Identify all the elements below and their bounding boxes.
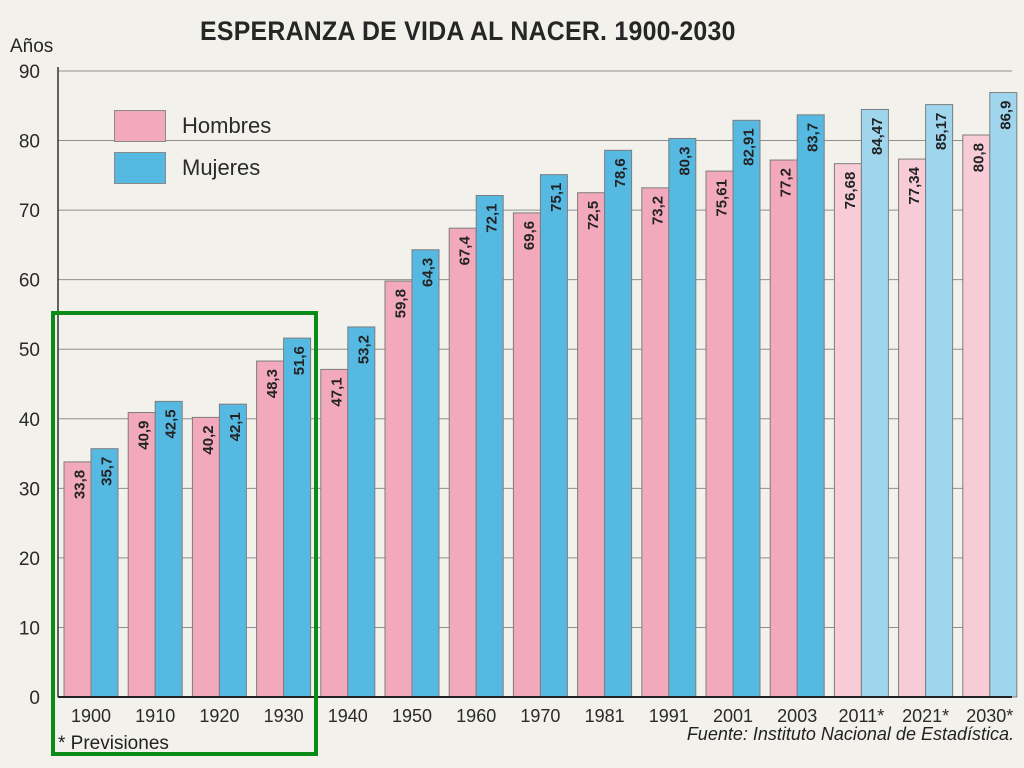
data-label-hombres: 59,8 (393, 289, 410, 318)
bar-hombres (962, 134, 991, 698)
data-label-mujeres: 72,1 (484, 204, 501, 233)
bar-mujeres (154, 400, 183, 698)
bar-hombres (512, 212, 541, 698)
data-label-hombres: 72,5 (585, 201, 602, 230)
data-label-mujeres: 86,9 (997, 101, 1014, 130)
x-tick-label: 1981 (585, 706, 625, 726)
bar-hombres (833, 163, 862, 698)
data-label-hombres: 67,4 (457, 236, 474, 266)
y-tick-label: 10 (19, 618, 40, 639)
data-label-mujeres: 78,6 (612, 158, 629, 187)
bar-hombres (705, 170, 734, 698)
bar-hombres (641, 187, 670, 698)
bar-mujeres (411, 249, 440, 698)
bar-mujeres (475, 195, 504, 698)
data-label-mujeres: 85,17 (933, 113, 950, 151)
legend-label-hombres: Hombres (182, 113, 272, 138)
x-tick-label: 2021* (902, 706, 949, 726)
data-label-hombres: 77,2 (778, 168, 795, 197)
bar-hombres (320, 368, 349, 698)
bar-mujeres (604, 149, 633, 698)
data-label-mujeres: 51,6 (291, 346, 308, 375)
data-label-mujeres: 75,1 (548, 183, 565, 212)
y-tick-label: 0 (29, 688, 40, 709)
bar-mujeres (796, 114, 825, 698)
data-label-hombres: 40,9 (136, 421, 153, 450)
y-tick-label: 30 (19, 479, 40, 500)
x-tick-label: 2030* (966, 706, 1013, 726)
data-label-mujeres: 35,7 (99, 457, 116, 486)
bar-mujeres (539, 174, 568, 698)
y-tick-label: 60 (19, 271, 40, 292)
data-label-hombres: 69,6 (521, 221, 538, 250)
x-tick-label: 1900 (71, 706, 111, 726)
x-tick-label: 2011* (839, 706, 885, 726)
bar-mujeres (732, 119, 761, 698)
data-label-mujeres: 83,7 (805, 123, 822, 152)
bar-hombres (577, 192, 606, 698)
y-tick-label: 20 (19, 549, 40, 570)
bar-hombres (63, 461, 92, 698)
legend-swatch-hombres (114, 110, 166, 142)
y-tick-label: 80 (19, 132, 40, 153)
x-tick-label: 1920 (199, 706, 239, 726)
data-label-mujeres: 64,3 (420, 258, 437, 287)
bar-hombres (127, 412, 156, 698)
bar-hombres (448, 227, 477, 698)
y-tick-label: 90 (19, 62, 40, 83)
bar-mujeres (860, 108, 889, 698)
bar-mujeres (283, 337, 312, 698)
bar-hombres (191, 416, 220, 698)
data-label-hombres: 80,8 (970, 143, 987, 172)
legend-item-hombres: Hombres (114, 108, 271, 144)
bar-mujeres (925, 104, 954, 698)
data-label-hombres: 73,2 (649, 196, 666, 225)
y-tick-label: 70 (19, 201, 40, 222)
data-label-hombres: 47,1 (328, 377, 345, 406)
data-label-hombres: 76,68 (842, 172, 859, 210)
data-label-hombres: 75,61 (714, 179, 731, 217)
y-tick-label: 50 (19, 340, 40, 361)
footnote-previsiones: * Previsiones (58, 733, 169, 754)
legend-item-mujeres: Mujeres (114, 150, 271, 186)
bar-hombres (898, 158, 927, 698)
data-label-hombres: 77,34 (906, 166, 923, 204)
legend-swatch-mujeres (114, 152, 166, 184)
data-label-hombres: 33,8 (72, 470, 89, 499)
data-label-hombres: 48,3 (264, 369, 281, 398)
y-tick-label: 40 (19, 410, 40, 431)
source-note: Fuente: Instituto Nacional de Estadístic… (686, 724, 1014, 744)
data-label-mujeres: 53,2 (355, 335, 372, 364)
x-tick-label: 1930 (264, 706, 304, 726)
data-label-mujeres: 80,3 (676, 146, 693, 175)
x-tick-label: 1950 (392, 706, 432, 726)
legend-label-mujeres: Mujeres (182, 155, 261, 180)
data-label-mujeres: 82,91 (741, 128, 758, 166)
bar-hombres (769, 159, 798, 698)
x-tick-label: 2003 (777, 706, 817, 726)
bar-mujeres (218, 403, 247, 698)
bar-mujeres (989, 92, 1018, 698)
data-label-mujeres: 42,1 (227, 412, 244, 441)
x-tick-label: 1991 (649, 706, 689, 726)
data-label-hombres: 40,2 (200, 425, 217, 454)
x-tick-label: 1910 (135, 706, 175, 726)
chart-title: ESPERANZA DE VIDA AL NACER. 1900-2030 (200, 16, 736, 46)
x-tick-label: 1940 (328, 706, 368, 726)
x-tick-label: 1960 (456, 706, 496, 726)
x-tick-label: 2001 (713, 706, 753, 726)
bar-hombres (256, 360, 285, 698)
bar-mujeres (90, 448, 119, 698)
y-axis-label: Años (10, 36, 54, 57)
legend: Hombres Mujeres (114, 108, 271, 192)
bar-hombres (384, 280, 413, 698)
bar-mujeres (668, 137, 697, 698)
bar-mujeres (347, 326, 376, 698)
data-label-mujeres: 84,47 (869, 117, 886, 155)
data-label-mujeres: 42,5 (163, 409, 180, 438)
x-tick-label: 1970 (520, 706, 560, 726)
